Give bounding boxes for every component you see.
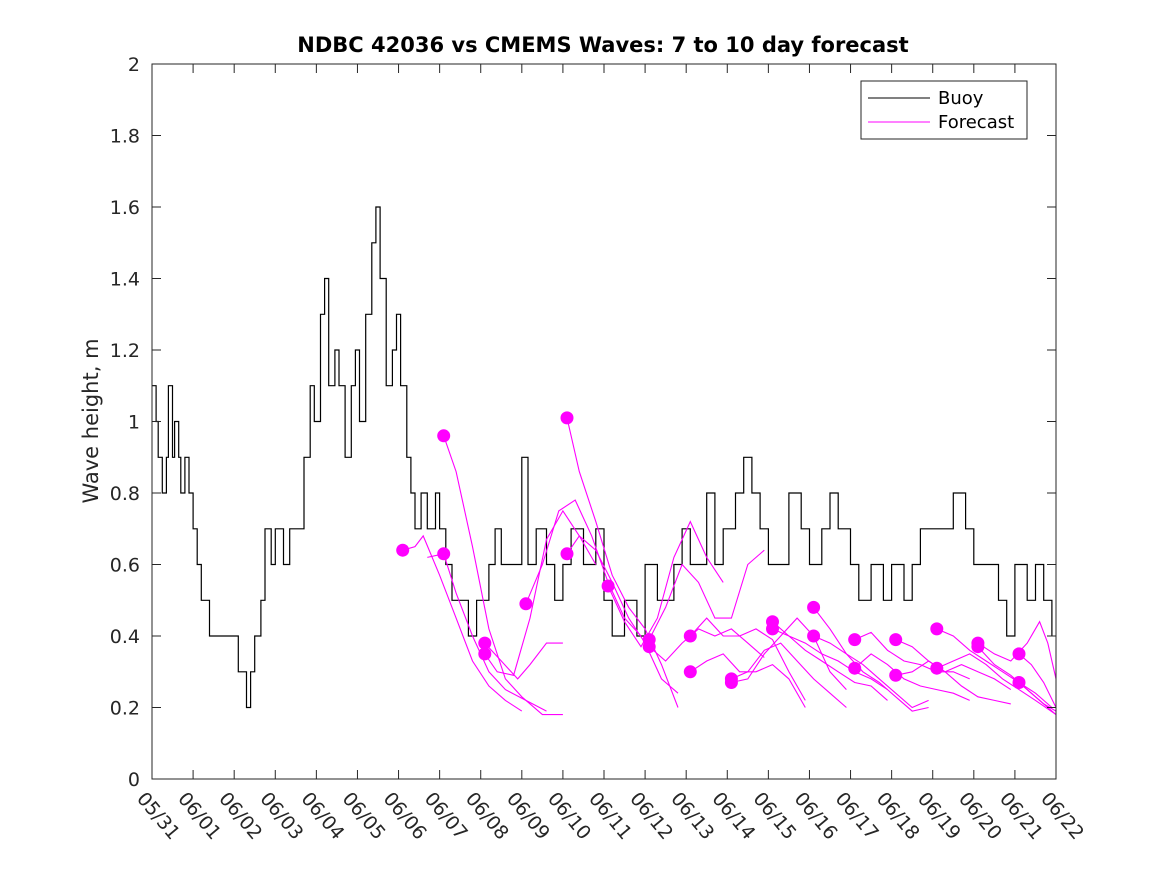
forecast-start-point-27 xyxy=(971,640,985,654)
forecast-start-point-12 xyxy=(683,629,697,643)
forecast-run-line-26 xyxy=(977,620,1056,680)
y-tick-label: 0.8 xyxy=(110,483,140,505)
y-tick-label: 0.6 xyxy=(110,555,140,577)
forecast-start-point-9 xyxy=(601,579,615,593)
legend-buoy-label: Buoy xyxy=(938,88,984,109)
y-tick-label: 1 xyxy=(128,412,140,434)
forecast-run-line-9 xyxy=(607,520,724,648)
legend: Buoy Forecast xyxy=(860,80,1028,140)
forecast-start-point-23 xyxy=(889,668,903,682)
forecast-run-line-10 xyxy=(648,549,765,640)
forecast-start-point-15 xyxy=(724,676,738,689)
forecast-run-line-3 xyxy=(443,435,563,716)
forecast-start-point-6 xyxy=(519,597,533,611)
forecast-start-point-20 xyxy=(848,633,862,647)
plot-area xyxy=(152,206,1056,716)
y-tick-label: 0.4 xyxy=(110,626,140,648)
forecast-start-point-24 xyxy=(930,622,944,636)
forecast-run-line-19 xyxy=(813,635,929,712)
forecast-run-line-12 xyxy=(689,617,806,701)
y-tick-label: 1.2 xyxy=(110,340,140,362)
forecast-start-point-19 xyxy=(807,629,821,643)
forecast-start-point-29 xyxy=(1012,676,1026,689)
forecast-start-point-7 xyxy=(560,411,574,425)
forecast-run-line-22 xyxy=(895,639,1012,691)
forecast-start-point-18 xyxy=(807,600,821,614)
forecast-run-line-15 xyxy=(731,617,847,690)
forecast-run-line-25 xyxy=(936,653,1056,716)
y-tick-label: 2 xyxy=(128,54,140,76)
y-tick-label: 1.8 xyxy=(110,126,140,148)
forecast-run-line-5 xyxy=(484,509,597,676)
forecast-start-point-5 xyxy=(478,647,492,661)
forecast-start-point-1 xyxy=(396,543,410,557)
forecast-start-point-13 xyxy=(683,665,697,679)
chart-title: NDBC 42036 vs CMEMS Waves: 7 to 10 day f… xyxy=(297,33,908,57)
forecast-run-line-7 xyxy=(566,417,679,708)
forecast-run-line-20 xyxy=(854,631,970,680)
y-tick-label: 0 xyxy=(128,769,140,791)
forecast-start-point-21 xyxy=(848,661,862,675)
forecast-run-line-4 xyxy=(484,642,563,680)
forecast-run-line-29 xyxy=(1018,682,1056,716)
forecast-run-line-1 xyxy=(402,534,523,712)
forecast-run-line-11 xyxy=(648,628,765,662)
forecast-start-point-25 xyxy=(930,661,944,675)
forecast-run-line-17 xyxy=(772,628,888,691)
forecast-start-point-17 xyxy=(766,622,779,636)
forecast-run-line-18 xyxy=(813,607,929,709)
forecast-run-line-28 xyxy=(1018,653,1056,708)
y-tick-label: 0.2 xyxy=(110,698,140,720)
forecast-start-point-2 xyxy=(437,547,451,561)
forecast-run-line-8 xyxy=(566,535,679,694)
legend-forecast-label: Forecast xyxy=(938,112,1014,133)
forecast-start-point-4 xyxy=(478,636,492,650)
forecast-start-point-22 xyxy=(889,633,903,647)
legend-box xyxy=(860,80,1028,140)
forecast-start-point-28 xyxy=(1012,647,1026,661)
y-tick-label: 1.6 xyxy=(110,197,140,219)
forecast-run-line-21 xyxy=(854,653,970,701)
forecast-run-line-16 xyxy=(772,621,888,701)
forecast-start-point-8 xyxy=(560,547,574,561)
forecast-run-line-6 xyxy=(525,499,642,637)
forecast-start-point-3 xyxy=(437,429,451,443)
y-tick-label: 1.4 xyxy=(110,269,140,291)
forecast-run-line-14 xyxy=(731,642,847,708)
forecast-run-line-24 xyxy=(936,628,1053,708)
forecast-start-point-11 xyxy=(642,640,656,654)
y-axis-label: Wave height, m xyxy=(79,338,103,503)
forecast-run-line-23 xyxy=(895,660,1011,705)
